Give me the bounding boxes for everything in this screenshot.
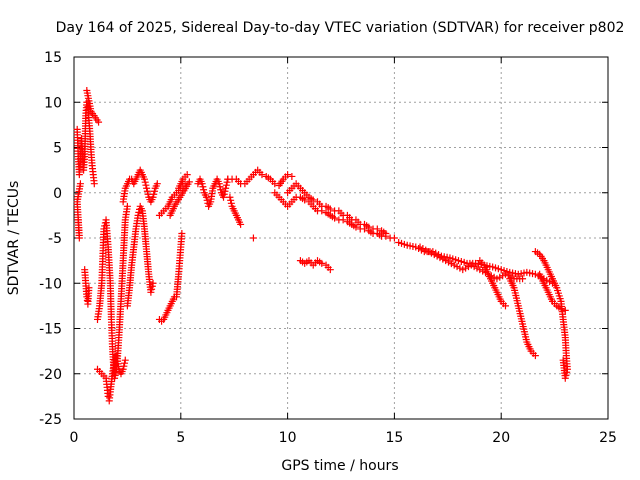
- data-point: [175, 184, 183, 192]
- data-point: [121, 356, 129, 364]
- data-point: [561, 306, 569, 314]
- data-point: [288, 172, 296, 180]
- x-tick-label: 20: [492, 430, 510, 446]
- data-point: [226, 193, 234, 201]
- y-tick-label: -15: [39, 322, 62, 338]
- data-point: [326, 266, 334, 274]
- data-point: [373, 225, 381, 233]
- data-point: [121, 359, 129, 367]
- y-tick-label: 5: [53, 141, 62, 157]
- data-point: [519, 275, 527, 283]
- data-point: [83, 86, 91, 94]
- data-point: [141, 178, 149, 186]
- data-point: [559, 356, 567, 364]
- data-point: [258, 171, 266, 179]
- x-tick-label: 15: [385, 430, 403, 446]
- data-point: [198, 180, 206, 188]
- data-point: [557, 305, 565, 313]
- data-point: [140, 175, 148, 183]
- data-point: [150, 187, 158, 195]
- data-point: [148, 285, 156, 293]
- data-point: [200, 186, 208, 194]
- data-point: [390, 234, 398, 242]
- y-tick-label: 0: [53, 186, 62, 202]
- data-point: [148, 282, 156, 290]
- data-point: [85, 284, 93, 292]
- x-tick-label: 10: [279, 430, 297, 446]
- data-point: [142, 181, 150, 189]
- data-point: [331, 214, 339, 222]
- data-point: [135, 208, 143, 216]
- y-tick-label: 15: [44, 50, 62, 66]
- data-point: [166, 211, 174, 219]
- x-axis-label: GPS time / hours: [281, 458, 398, 474]
- data-point: [309, 196, 317, 204]
- chart-title: Day 164 of 2025, Sidereal Day-to-day VTE…: [56, 20, 625, 36]
- data-point: [318, 259, 326, 267]
- data-point: [221, 187, 229, 195]
- data-point: [531, 352, 539, 360]
- data-point: [382, 229, 390, 237]
- data-point: [249, 234, 257, 242]
- data-point: [223, 178, 231, 186]
- data-point: [143, 187, 151, 195]
- data-point: [227, 196, 235, 204]
- y-tick-label: -5: [48, 231, 62, 247]
- data-point: [501, 302, 509, 310]
- data-point: [199, 183, 207, 191]
- data-point: [563, 365, 571, 373]
- data-point: [134, 211, 142, 219]
- data-point: [149, 279, 157, 287]
- data-point: [120, 362, 128, 370]
- y-axis-label: SDTVAR / TECUs: [6, 181, 22, 296]
- data-point: [153, 180, 161, 188]
- y-tick-label: -10: [39, 276, 62, 292]
- data-point: [365, 223, 373, 231]
- data-point: [227, 199, 235, 207]
- grid-lines: [74, 57, 608, 419]
- data-point: [220, 190, 228, 198]
- y-tick-label: -20: [39, 367, 62, 383]
- data-point: [284, 171, 292, 179]
- x-tick-label: 25: [599, 430, 617, 446]
- y-tick-label: -25: [39, 412, 62, 428]
- data-point: [237, 220, 245, 228]
- data-point: [76, 180, 84, 188]
- data-point: [301, 196, 309, 204]
- data-point: [220, 193, 228, 201]
- x-tick-label: 5: [176, 430, 185, 446]
- data-point: [150, 190, 158, 198]
- data-point: [215, 180, 223, 188]
- y-tick-label: 10: [44, 95, 62, 111]
- data-point: [119, 365, 127, 373]
- data-point: [222, 184, 230, 192]
- data-point: [216, 183, 224, 191]
- data-point: [352, 223, 360, 231]
- data-point: [217, 186, 225, 194]
- data-point: [123, 202, 131, 210]
- data-point: [222, 181, 230, 189]
- data-point: [326, 205, 334, 213]
- data-point: [149, 193, 157, 201]
- data-point: [202, 193, 210, 201]
- data-point: [147, 288, 155, 296]
- data-point: [203, 196, 211, 204]
- data-points: [73, 86, 571, 405]
- data-point: [178, 229, 186, 237]
- x-tick-label: 0: [70, 430, 79, 446]
- data-point: [90, 180, 98, 188]
- data-point: [143, 184, 151, 192]
- axis-ticks: 0 5 10 15 20 25 -25 -20 -15 -10 -5 0 5 10 15: [39, 50, 617, 446]
